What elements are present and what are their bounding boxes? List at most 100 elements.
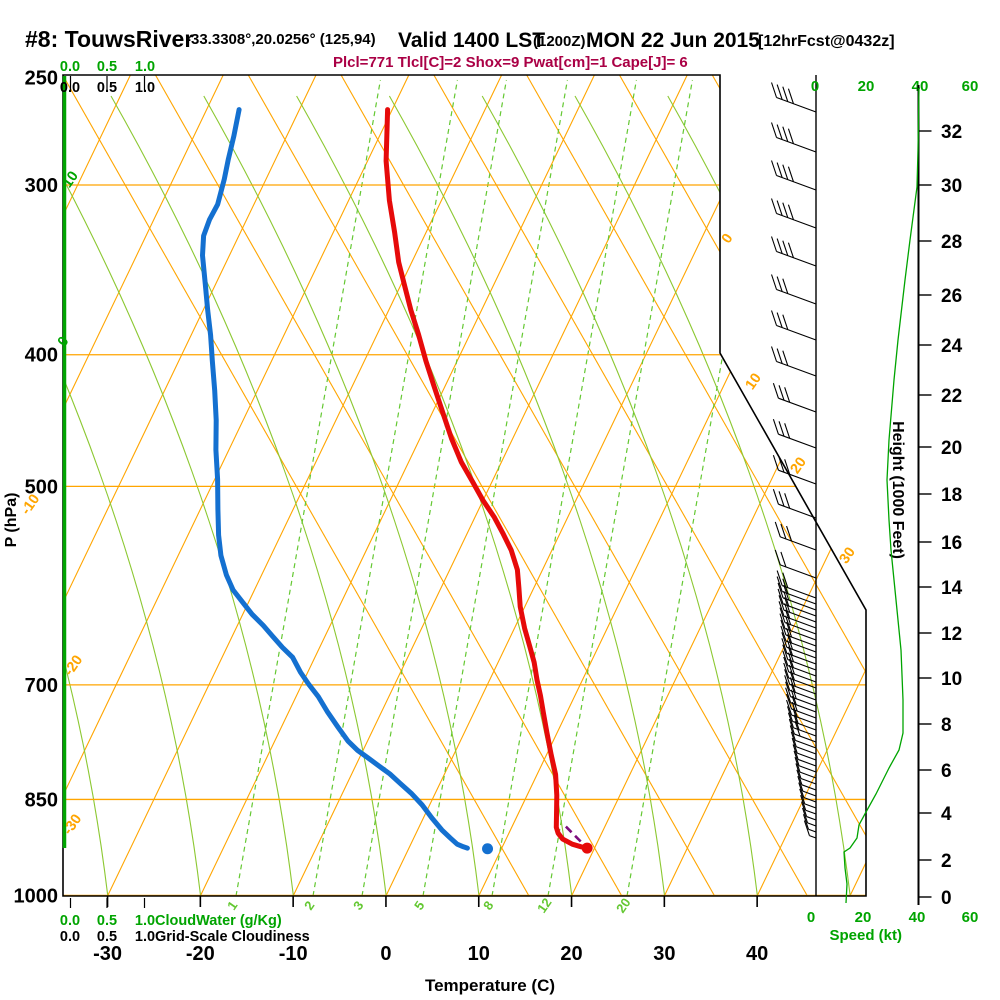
station-title: #8: TouwsRiver <box>25 26 193 52</box>
wind-barb-feather <box>780 523 787 540</box>
dry-adiabat-line <box>991 75 1000 896</box>
wind-barb-staff <box>800 777 817 785</box>
wind-barb-feather <box>776 276 783 292</box>
wind-barb-feather <box>786 640 794 656</box>
wind-barb-staff <box>794 733 817 743</box>
pressure-tick-label: 250 <box>25 67 58 89</box>
wind-barb-feather <box>789 725 796 741</box>
height-tick-label: 0 <box>941 888 952 909</box>
dewpoint-trace <box>200 107 470 851</box>
cloudwater-scale-bottom-label: 0.5 <box>97 913 117 929</box>
wind-barb-feather <box>792 708 799 724</box>
wind-barb-feather <box>784 669 791 685</box>
wind-barb-feather <box>787 712 794 728</box>
wind-barb-feather <box>772 383 779 399</box>
moist-adiabat-line <box>63 95 109 896</box>
height-tick-label: 2 <box>941 851 952 872</box>
temperature-trace <box>383 107 590 851</box>
wind-barb-feather <box>772 455 779 471</box>
temperature-axis-title: Temperature (C) <box>425 976 555 995</box>
height-tick-label: 30 <box>941 176 962 197</box>
mixing-ratio-line <box>491 79 638 896</box>
cloudiness-scale-bottom-label: 0.0 <box>60 929 80 945</box>
wind-barb-staff <box>786 646 817 659</box>
wind-barb-staff <box>797 758 817 767</box>
wind-barb-feather <box>787 242 794 258</box>
moist-adiabat-line <box>760 95 866 896</box>
cloudwater-scale-top-label: 0.0 <box>60 59 80 75</box>
wind-barb-staff <box>809 835 817 839</box>
isotherm-label-right: 10 <box>743 371 765 393</box>
temperature-tick-label: 40 <box>746 943 768 965</box>
wind-barb-feather <box>792 744 799 760</box>
mixing-ratio-line <box>422 79 569 896</box>
forecast-tag: [12hrFcst@0432z] <box>758 33 895 50</box>
wind-barb-staff <box>798 765 817 773</box>
wind-barb-staff <box>808 828 817 833</box>
wind-barb-staff <box>788 671 817 683</box>
wind-barb-feather <box>770 198 778 214</box>
wind-barb-staff <box>778 397 817 413</box>
wind-barb-staff <box>776 250 817 267</box>
wind-barb-feather <box>787 204 794 220</box>
wind-barb-feather <box>783 590 790 607</box>
height-tick-label: 22 <box>941 386 962 407</box>
height-tick-label: 10 <box>941 669 962 690</box>
mixing-ratio-label: 1 <box>224 898 240 913</box>
wind-barb-staff <box>776 96 817 113</box>
wind-barb-feather <box>776 348 783 364</box>
wind-barb-feather <box>782 314 789 330</box>
isotherm-label-right: 0 <box>719 231 737 247</box>
wind-barb-feather <box>782 202 789 218</box>
wind-barb-feather <box>779 607 786 623</box>
wind-barb-feather <box>801 801 808 817</box>
wind-barb-feather <box>787 128 794 144</box>
wind-barb-feather <box>778 595 785 611</box>
isotherm-line <box>63 75 410 896</box>
pressure-tick-label: 850 <box>25 789 58 811</box>
wind-barb-feather <box>782 240 789 256</box>
wind-barb-staff <box>789 683 817 695</box>
height-tick-label: 14 <box>941 578 963 599</box>
wind-barb-staff <box>795 739 817 749</box>
mixing-ratio-label: 5 <box>411 898 427 913</box>
wind-barb-staff <box>776 174 817 191</box>
temperature-tick-label: 10 <box>468 943 490 965</box>
wind-barb-staff <box>778 503 817 519</box>
wind-barb-feather <box>787 166 794 182</box>
wind-barb-feather <box>782 164 789 180</box>
wind-barb-staff <box>787 659 817 671</box>
wind-barb-feather <box>778 457 785 473</box>
wind-barb-staff <box>801 784 817 791</box>
pressure-tick-label: 500 <box>25 476 58 498</box>
wind-barb-feather <box>798 782 805 798</box>
plot-border <box>62 74 867 897</box>
speed-axis-title: Speed (kt) <box>829 927 902 944</box>
wind-barb-feather <box>784 675 791 691</box>
wind-barb-feather <box>787 646 794 662</box>
wind-barb-feather <box>788 718 795 735</box>
wind-barb-feather <box>802 814 810 830</box>
wind-barb-staff <box>804 803 817 809</box>
wind-barb-feather <box>777 588 784 605</box>
cloudiness-scale-bottom-label: 0.5 <box>97 929 117 945</box>
speed-scale-bottom-label: 0 <box>807 909 815 926</box>
wind-barb-feather <box>784 597 791 613</box>
header-group: #8: TouwsRiver -33.3308°,20.0256° (125,9… <box>25 26 895 71</box>
temperature-tick-label: -30 <box>93 943 122 965</box>
wind-barb-feather <box>772 419 779 435</box>
mixing-ratio-label: 12 <box>534 895 555 915</box>
wind-barb-staff <box>778 469 817 485</box>
speed-scale-top-label: 60 <box>962 78 979 95</box>
isotherm-line <box>107 75 503 896</box>
speed-scale-top-label: 0 <box>811 78 819 95</box>
background-grid <box>63 75 1000 896</box>
height-tick-label: 18 <box>941 485 962 506</box>
wind-barb-feather <box>782 86 789 102</box>
wind-barb-feather <box>786 525 793 542</box>
mixing-ratio-label: 20 <box>613 895 634 915</box>
wind-barb-staff <box>776 324 817 341</box>
isotherm-line <box>849 75 866 896</box>
wind-barb-feather <box>790 683 797 699</box>
